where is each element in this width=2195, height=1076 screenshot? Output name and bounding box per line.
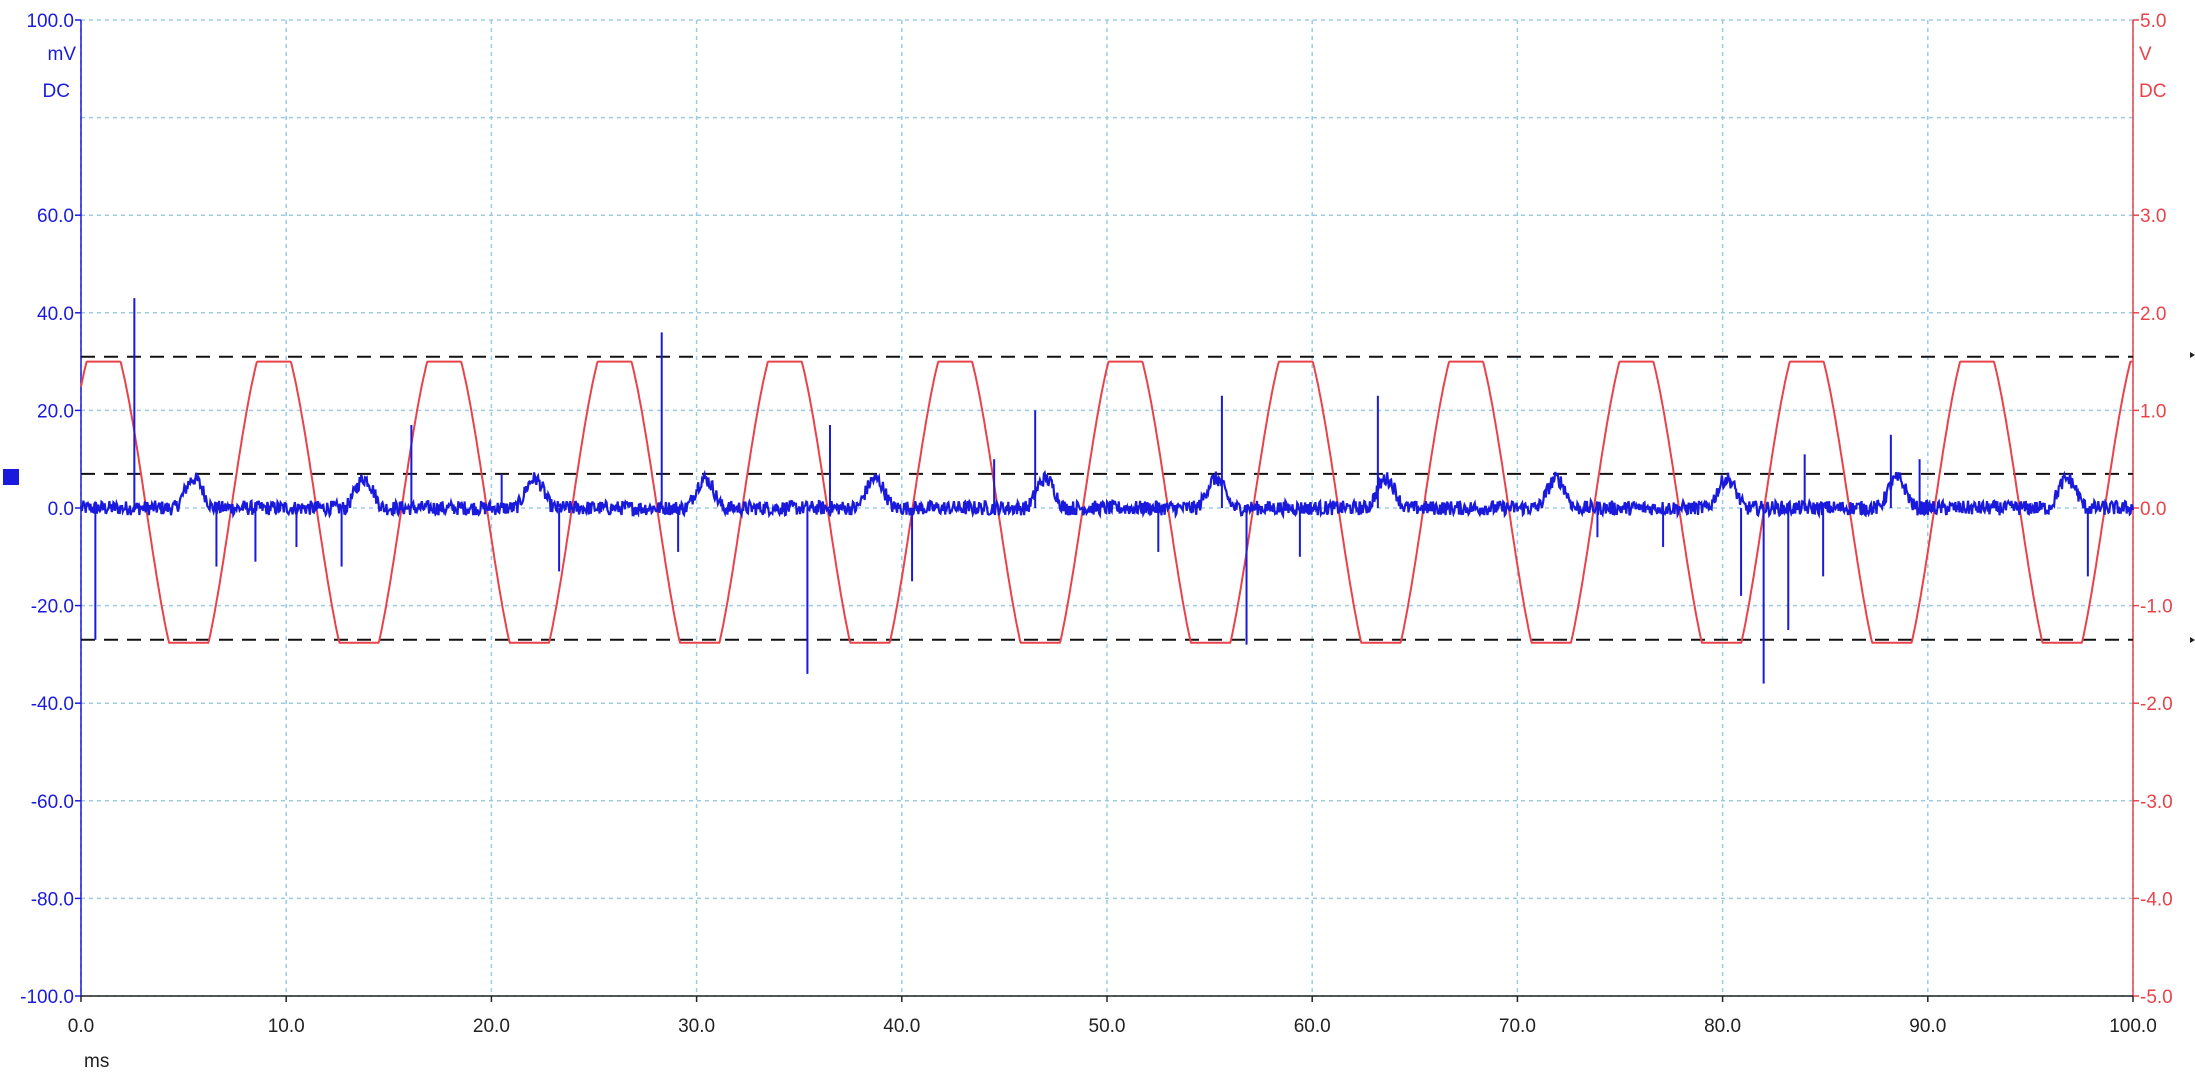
x-axis-unit: ms [84, 1051, 109, 1072]
ruler-handle-upper[interactable] [2190, 352, 2195, 358]
right-axis-coupling: DC [2139, 81, 2166, 102]
left-tick-label: -40.0 [31, 694, 74, 715]
right-axis-ticks: 5.0 3.0 2.0 1.0 0.0 -1.0 -2.0 -3.0 -4.0 -5.0 [2133, 11, 2173, 1008]
left-tick-label: 0.0 [48, 499, 74, 520]
x-tick-label: 80.0 [1704, 1016, 1741, 1037]
channel-a-offset-marker[interactable] [3, 469, 19, 485]
left-tick-label: 20.0 [37, 401, 74, 422]
left-tick-label: -20.0 [31, 597, 74, 618]
x-tick-label: 70.0 [1499, 1016, 1536, 1037]
left-tick-label: -80.0 [31, 889, 74, 910]
right-tick-label: -4.0 [2140, 889, 2173, 910]
right-tick-label: 5.0 [2140, 11, 2166, 32]
x-tick-label: 90.0 [1909, 1016, 1946, 1037]
left-tick-label: 40.0 [37, 304, 74, 325]
right-tick-label: 3.0 [2140, 206, 2166, 227]
x-tick-label: 50.0 [1089, 1016, 1126, 1037]
x-tick-label: 0.0 [68, 1016, 94, 1037]
x-tick-label: 40.0 [883, 1016, 920, 1037]
left-axis-coupling: DC [43, 81, 70, 102]
x-tick-label: 30.0 [678, 1016, 715, 1037]
left-tick-label: 100.0 [26, 11, 74, 32]
right-tick-label: 2.0 [2140, 304, 2166, 325]
right-tick-label: -1.0 [2140, 597, 2173, 618]
reference-lines [81, 355, 2133, 641]
x-tick-label: 100.0 [2109, 1016, 2157, 1037]
left-tick-label: -100.0 [20, 987, 74, 1008]
channel-b-trace [80, 360, 2133, 644]
left-tick-label: -60.0 [31, 792, 74, 813]
x-tick-label: 60.0 [1294, 1016, 1331, 1037]
channel-a-trace [79, 469, 2135, 520]
right-tick-label: -2.0 [2140, 694, 2173, 715]
right-tick-label: 1.0 [2140, 401, 2166, 422]
right-tick-label: -3.0 [2140, 792, 2173, 813]
x-tick-label: 10.0 [268, 1016, 305, 1037]
right-axis-unit: V [2139, 44, 2152, 65]
traces [79, 298, 2135, 684]
right-tick-label: -5.0 [2140, 987, 2173, 1008]
ruler-handle-lower[interactable] [2190, 637, 2195, 643]
left-axis-unit: mV [48, 44, 77, 65]
left-axis-ticks: 100.0 60.0 40.0 20.0 0.0 -20.0 -40.0 -60.0 -80.0… [20, 11, 81, 1008]
x-axis-ticks: 0.0 10.0 20.0 30.0 40.0 50.0 60.0 70.0 80.0 90.0 1… [68, 996, 2157, 1037]
left-tick-label: 60.0 [37, 206, 74, 227]
x-tick-label: 20.0 [473, 1016, 510, 1037]
right-tick-label: 0.0 [2140, 499, 2166, 520]
